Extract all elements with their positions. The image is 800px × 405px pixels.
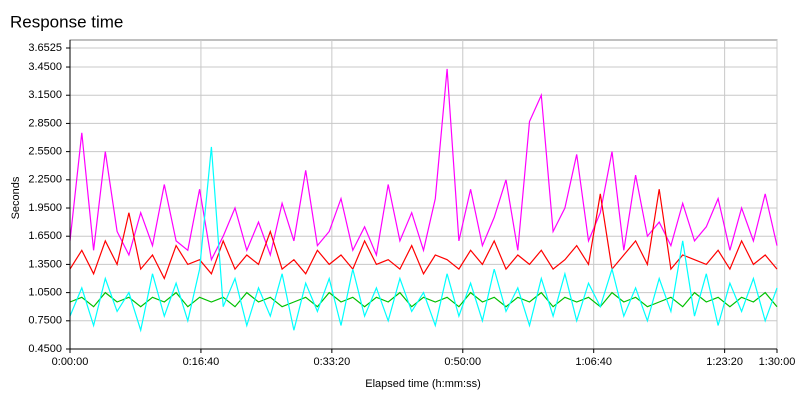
x-tick-label: 0:33:20	[314, 356, 351, 368]
y-tick-label: 2.5500	[28, 146, 62, 158]
y-tick-label: 1.6500	[28, 230, 62, 242]
series-line	[69, 291, 778, 308]
y-tick-label: 1.3500	[28, 258, 62, 270]
x-tick-label: 0:50:00	[444, 356, 481, 368]
y-tick-label: 3.4500	[28, 61, 62, 73]
x-axis-label: Elapsed time (h:mm:ss)	[365, 378, 481, 390]
y-tick-label: 1.9500	[28, 202, 62, 214]
x-tick-label: 1:23:20	[706, 356, 743, 368]
y-tick-label: 2.8500	[28, 117, 62, 129]
x-tick-label: 1:06:40	[575, 356, 612, 368]
series-line	[69, 68, 778, 262]
y-tick-label: 1.0500	[28, 287, 62, 299]
y-tick-label: 0.4500	[28, 343, 62, 355]
series-line	[69, 146, 778, 333]
series-line	[69, 189, 778, 281]
chart-title: Response time	[10, 12, 123, 31]
y-axis-label: Seconds	[10, 176, 22, 219]
y-tick-label: 3.1500	[28, 89, 62, 101]
y-tick-label: 3.6525	[28, 42, 62, 54]
y-tick-label: 0.7500	[28, 315, 62, 327]
y-tick-label: 2.2500	[28, 174, 62, 186]
x-tick-label: 0:16:40	[183, 356, 220, 368]
x-tick-label: 0:00:00	[52, 356, 89, 368]
x-tick-label: 1:30:00	[759, 356, 796, 368]
plot-area	[69, 39, 778, 350]
